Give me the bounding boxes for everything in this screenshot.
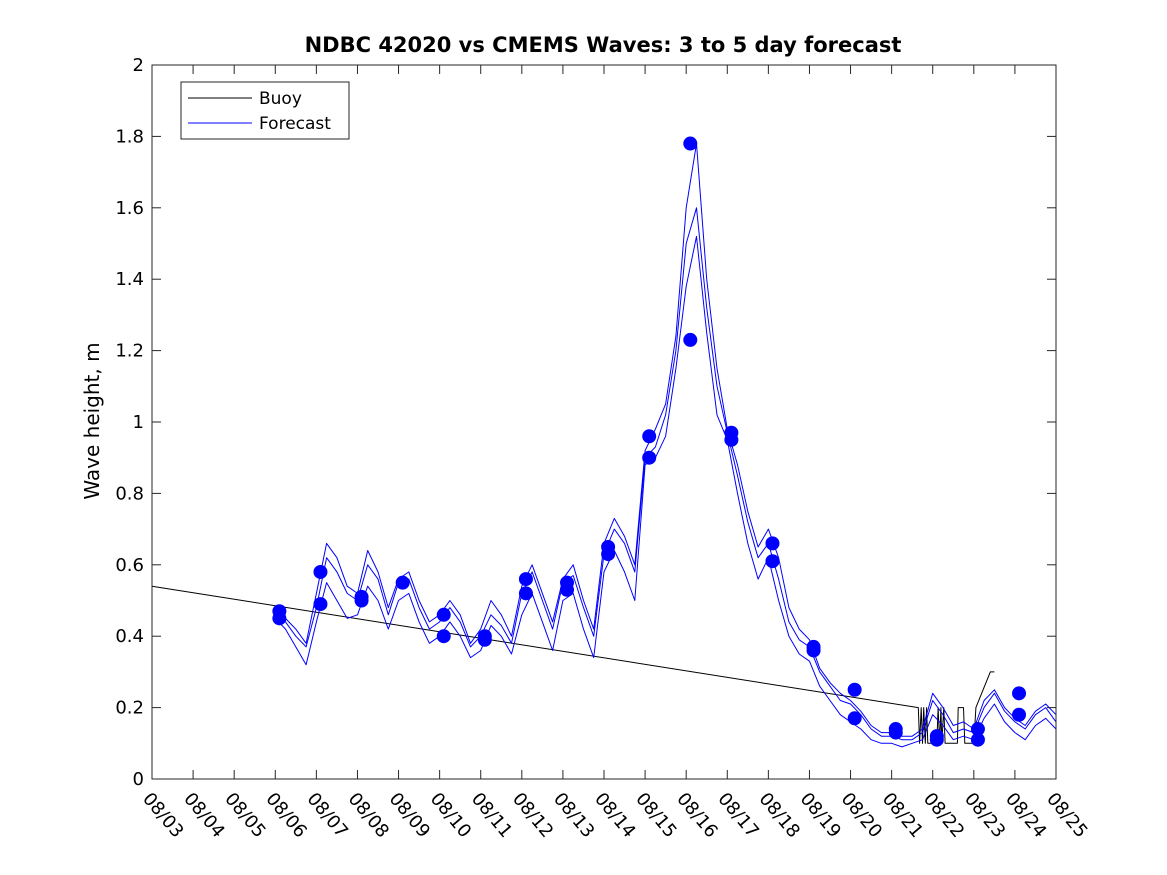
forecast-marker <box>272 611 287 626</box>
forecast-marker <box>847 711 862 726</box>
plot-frame <box>151 64 1057 780</box>
forecast-marker <box>642 429 657 444</box>
forecast-marker <box>724 432 739 447</box>
y-tick-label: 1.4 <box>115 269 144 290</box>
y-tick-labels: 0 0.2 0.4 0.6 0.8 1 1.2 1.4 1.6 1.8 2 <box>115 55 144 790</box>
y-tick-label: 0.6 <box>115 555 144 576</box>
y-tick-label: 1.6 <box>115 198 144 219</box>
forecast-marker <box>477 632 492 647</box>
forecast-marker <box>970 732 985 747</box>
buoy-line <box>151 585 995 744</box>
y-tick-label: 0.8 <box>115 483 144 504</box>
legend-label-buoy: Buoy <box>259 89 302 109</box>
plot-area <box>152 65 1056 779</box>
forecast-marker <box>560 582 575 597</box>
forecast-marker <box>806 643 821 658</box>
legend: Buoy Forecast <box>180 81 350 140</box>
forecast-line-2 <box>274 235 1057 748</box>
forecast-marker <box>1012 707 1027 722</box>
y-tick-label: 0.2 <box>115 698 144 719</box>
forecast-marker <box>683 136 698 151</box>
axis-ticks <box>151 64 1057 780</box>
forecast-marker <box>313 597 328 612</box>
forecast-marker <box>929 732 944 747</box>
marker-layer <box>272 136 1027 747</box>
legend-box <box>180 81 350 140</box>
forecast-marker <box>518 572 533 587</box>
forecast-marker <box>395 575 410 590</box>
y-tick-label: 0 <box>133 769 144 790</box>
forecast-marker <box>765 536 780 551</box>
forecast-marker <box>313 564 328 579</box>
y-axis-label: Wave height, m <box>80 342 104 499</box>
forecast-marker <box>642 450 657 465</box>
legend-label-forecast: Forecast <box>259 114 331 134</box>
forecast-marker <box>765 554 780 569</box>
forecast-marker <box>518 586 533 601</box>
forecast-marker <box>354 593 369 608</box>
y-tick-label: 1 <box>133 412 144 433</box>
forecast-marker <box>847 682 862 697</box>
forecast-line-3 <box>275 143 1057 737</box>
forecast-marker <box>601 547 616 562</box>
chart-title: NDBC 42020 vs CMEMS Waves: 3 to 5 day fo… <box>305 33 902 57</box>
y-tick-label: 0.4 <box>115 626 144 647</box>
forecast-marker <box>436 629 451 644</box>
y-tick-label: 1.2 <box>115 341 144 362</box>
forecast-marker <box>888 725 903 740</box>
forecast-marker <box>683 332 698 347</box>
y-tick-label: 1.8 <box>115 126 144 147</box>
forecast-marker <box>436 607 451 622</box>
forecast-marker <box>1012 686 1027 701</box>
y-tick-label: 2 <box>133 55 144 76</box>
